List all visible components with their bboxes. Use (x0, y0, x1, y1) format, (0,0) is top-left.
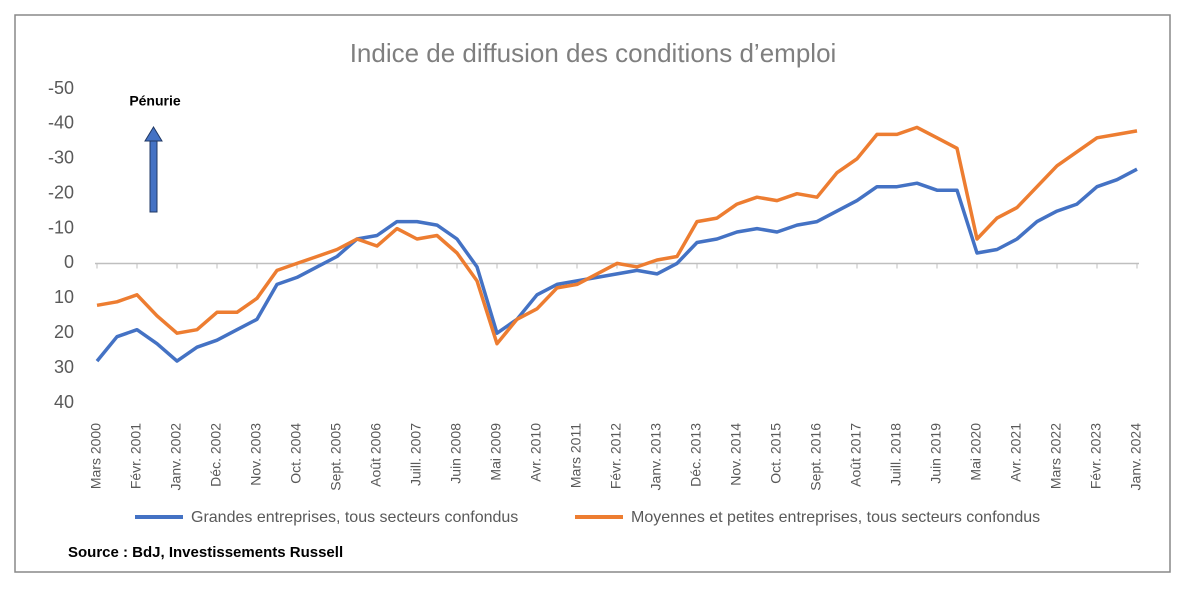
x-tick-label: Juill. 2007 (408, 423, 424, 486)
x-tick-label: Sept. 2016 (808, 423, 824, 491)
x-tick-label: Févr. 2012 (608, 423, 624, 489)
y-tick-label: 0 (64, 252, 74, 272)
x-tick-label: Oct. 2015 (768, 423, 784, 484)
x-tick-label: Déc. 2013 (688, 423, 704, 487)
x-tick-label: Janv. 2013 (648, 423, 664, 491)
legend-label: Grandes entreprises, tous secteurs confo… (191, 509, 518, 526)
x-tick-label: Nov. 2003 (248, 423, 264, 486)
frame (14, 14, 1171, 573)
y-tick-label: -30 (48, 148, 74, 168)
y-tick-label: -40 (48, 113, 74, 133)
x-tick-label: Avr. 2010 (528, 423, 544, 482)
x-tick-label: Août 2006 (368, 423, 384, 487)
x-tick-label: Avr. 2021 (1008, 423, 1024, 482)
y-tick-label: 10 (54, 287, 74, 307)
y-tick-label: -50 (48, 78, 74, 98)
y-tick-label: -20 (48, 182, 74, 202)
x-tick-label: Mars 2000 (88, 423, 104, 489)
x-tick-label: Sept. 2005 (328, 423, 344, 491)
x-tick-label: Déc. 2002 (208, 423, 224, 487)
y-tick-label: -10 (48, 217, 74, 237)
series-line (95, 167, 1138, 363)
x-tick-label: Févr. 2023 (1088, 423, 1104, 489)
y-tick-label: 30 (54, 357, 74, 377)
x-tick-label: Mars 2011 (568, 423, 584, 488)
arrow (144, 126, 163, 213)
x-tick-label: Juin 2019 (928, 423, 944, 484)
x-tick-label: Mai 2020 (968, 423, 984, 481)
x-tick-label: Août 2017 (848, 423, 864, 487)
chart-title: Indice de diffusion des conditions d’emp… (350, 38, 837, 68)
series-line (96, 125, 1138, 346)
x-tick-label: Oct. 2004 (288, 423, 304, 484)
x-tick-label: Mai 2009 (488, 423, 504, 481)
x-tick-label: Janv. 2024 (1128, 423, 1144, 491)
x-tick-label: Mars 2022 (1048, 423, 1064, 489)
annotation: Pénurie (129, 93, 181, 109)
x-tick-label: Janv. 2002 (168, 423, 184, 491)
x-tick-label: Nov. 2014 (728, 423, 744, 486)
x-tick-label: Juin 2008 (448, 423, 464, 484)
y-tick-label: 40 (54, 392, 74, 412)
x-tick-label: Juill. 2018 (888, 423, 904, 486)
legend-label: Moyennes et petites entreprises, tous se… (631, 509, 1040, 526)
x-tick-label: Févr. 2001 (128, 423, 144, 489)
source: Source : BdJ, Investissements Russell (68, 544, 343, 561)
y-tick-label: 20 (54, 322, 74, 342)
